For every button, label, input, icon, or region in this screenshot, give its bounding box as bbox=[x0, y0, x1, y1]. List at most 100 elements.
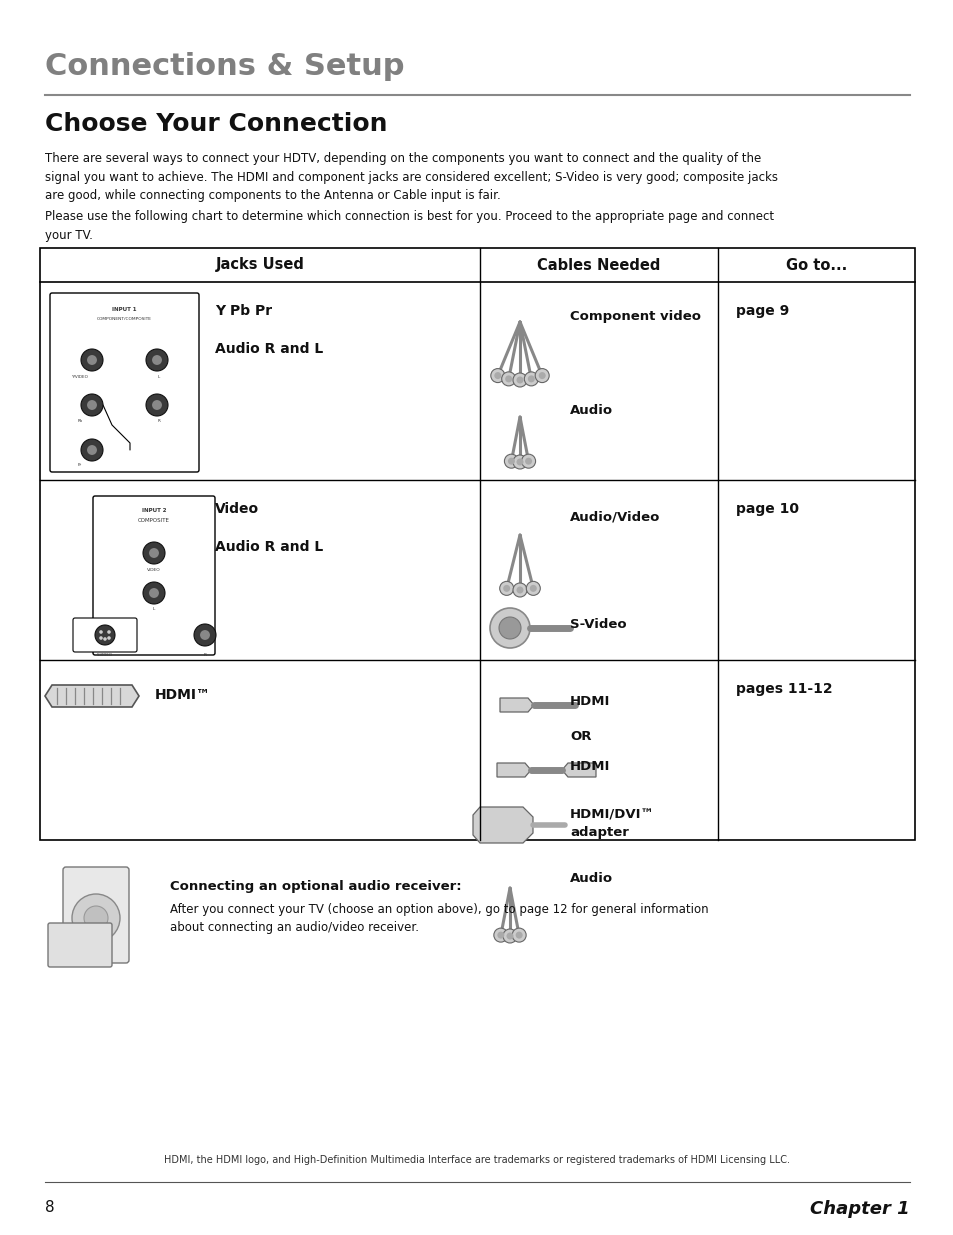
Text: Y/VIDEO: Y/VIDEO bbox=[71, 375, 89, 379]
Circle shape bbox=[516, 377, 523, 384]
Text: Component video: Component video bbox=[569, 310, 700, 324]
Circle shape bbox=[504, 454, 517, 468]
Circle shape bbox=[494, 929, 507, 942]
Text: R: R bbox=[203, 653, 206, 657]
Circle shape bbox=[71, 894, 120, 942]
Circle shape bbox=[497, 931, 504, 939]
Circle shape bbox=[535, 368, 549, 383]
Text: adapter: adapter bbox=[569, 826, 628, 839]
Circle shape bbox=[146, 394, 168, 416]
Circle shape bbox=[506, 932, 513, 940]
Circle shape bbox=[494, 372, 500, 379]
Text: Please use the following chart to determine which connection is best for you. Pr: Please use the following chart to determ… bbox=[45, 210, 773, 242]
Text: Video: Video bbox=[214, 501, 259, 516]
Circle shape bbox=[143, 542, 165, 564]
Circle shape bbox=[81, 350, 103, 370]
Text: Audio: Audio bbox=[569, 404, 613, 417]
Circle shape bbox=[513, 373, 526, 387]
Polygon shape bbox=[45, 685, 139, 706]
Circle shape bbox=[99, 630, 103, 634]
FancyBboxPatch shape bbox=[48, 923, 112, 967]
Text: R: R bbox=[157, 419, 160, 424]
Circle shape bbox=[200, 630, 210, 640]
Circle shape bbox=[95, 625, 115, 645]
Circle shape bbox=[149, 548, 159, 558]
Text: Connecting an optional audio receiver:: Connecting an optional audio receiver: bbox=[170, 881, 461, 893]
Circle shape bbox=[84, 906, 108, 930]
Circle shape bbox=[526, 582, 539, 595]
FancyBboxPatch shape bbox=[63, 867, 129, 963]
Circle shape bbox=[99, 636, 103, 640]
Text: L: L bbox=[152, 606, 155, 611]
Circle shape bbox=[524, 372, 537, 385]
Polygon shape bbox=[473, 806, 533, 844]
Circle shape bbox=[152, 400, 162, 410]
Circle shape bbox=[152, 354, 162, 366]
Circle shape bbox=[513, 454, 526, 469]
Text: Jacks Used: Jacks Used bbox=[215, 258, 304, 273]
Circle shape bbox=[516, 931, 522, 939]
Text: S-VIDEO: S-VIDEO bbox=[97, 653, 112, 657]
Circle shape bbox=[513, 583, 526, 597]
Circle shape bbox=[81, 438, 103, 461]
Text: Chapter 1: Chapter 1 bbox=[809, 1200, 909, 1218]
Text: Connections & Setup: Connections & Setup bbox=[45, 52, 404, 82]
FancyBboxPatch shape bbox=[92, 496, 214, 655]
Text: COMPOSITE: COMPOSITE bbox=[138, 517, 170, 522]
Text: Pb: Pb bbox=[77, 419, 83, 424]
Text: Audio R and L: Audio R and L bbox=[214, 342, 323, 356]
Circle shape bbox=[490, 368, 504, 383]
Circle shape bbox=[87, 354, 97, 366]
Text: L: L bbox=[157, 375, 160, 379]
Circle shape bbox=[502, 929, 517, 944]
Circle shape bbox=[538, 372, 545, 379]
Circle shape bbox=[529, 585, 537, 592]
Circle shape bbox=[501, 372, 516, 385]
Text: HDMI, the HDMI logo, and High-Definition Multimedia Interface are trademarks or : HDMI, the HDMI logo, and High-Definition… bbox=[164, 1155, 789, 1165]
Text: Choose Your Connection: Choose Your Connection bbox=[45, 112, 387, 136]
Circle shape bbox=[502, 585, 510, 592]
Text: pages 11-12: pages 11-12 bbox=[735, 682, 832, 697]
Text: INPUT 1: INPUT 1 bbox=[112, 308, 136, 312]
Circle shape bbox=[143, 582, 165, 604]
Polygon shape bbox=[499, 698, 534, 713]
Circle shape bbox=[498, 618, 520, 638]
Circle shape bbox=[146, 350, 168, 370]
Circle shape bbox=[81, 394, 103, 416]
Circle shape bbox=[107, 630, 111, 634]
Circle shape bbox=[521, 454, 535, 468]
Text: Cables Needed: Cables Needed bbox=[537, 258, 660, 273]
Text: S-Video: S-Video bbox=[569, 618, 626, 631]
Text: HDMI: HDMI bbox=[569, 695, 610, 708]
Circle shape bbox=[149, 588, 159, 598]
Circle shape bbox=[516, 587, 523, 594]
Text: Go to...: Go to... bbox=[785, 258, 846, 273]
Text: Audio/Video: Audio/Video bbox=[569, 510, 659, 522]
Circle shape bbox=[103, 637, 107, 641]
Text: HDMI/DVI™: HDMI/DVI™ bbox=[569, 808, 654, 821]
FancyBboxPatch shape bbox=[50, 293, 199, 472]
Text: 8: 8 bbox=[45, 1200, 54, 1215]
Text: OR: OR bbox=[569, 730, 591, 743]
Text: HDMI: HDMI bbox=[569, 760, 610, 773]
Circle shape bbox=[87, 400, 97, 410]
Text: Y Pb Pr: Y Pb Pr bbox=[214, 304, 272, 317]
Text: After you connect your TV (choose an option above), go to page 12 for general in: After you connect your TV (choose an opt… bbox=[170, 903, 708, 935]
Text: page 10: page 10 bbox=[735, 501, 799, 516]
Text: page 9: page 9 bbox=[735, 304, 788, 317]
Circle shape bbox=[512, 929, 526, 942]
Text: INPUT 2: INPUT 2 bbox=[142, 508, 166, 513]
FancyBboxPatch shape bbox=[73, 618, 137, 652]
Circle shape bbox=[499, 582, 513, 595]
Text: COMPONENT/COMPOSITE: COMPONENT/COMPOSITE bbox=[97, 317, 152, 321]
Circle shape bbox=[516, 458, 523, 466]
Circle shape bbox=[490, 608, 530, 648]
Circle shape bbox=[507, 458, 515, 464]
Circle shape bbox=[107, 636, 111, 640]
Text: Pr: Pr bbox=[78, 463, 82, 467]
Text: Audio: Audio bbox=[569, 872, 613, 885]
Polygon shape bbox=[497, 763, 531, 777]
Polygon shape bbox=[561, 763, 596, 777]
Text: Audio R and L: Audio R and L bbox=[214, 540, 323, 555]
Text: VIDEO: VIDEO bbox=[147, 568, 161, 572]
